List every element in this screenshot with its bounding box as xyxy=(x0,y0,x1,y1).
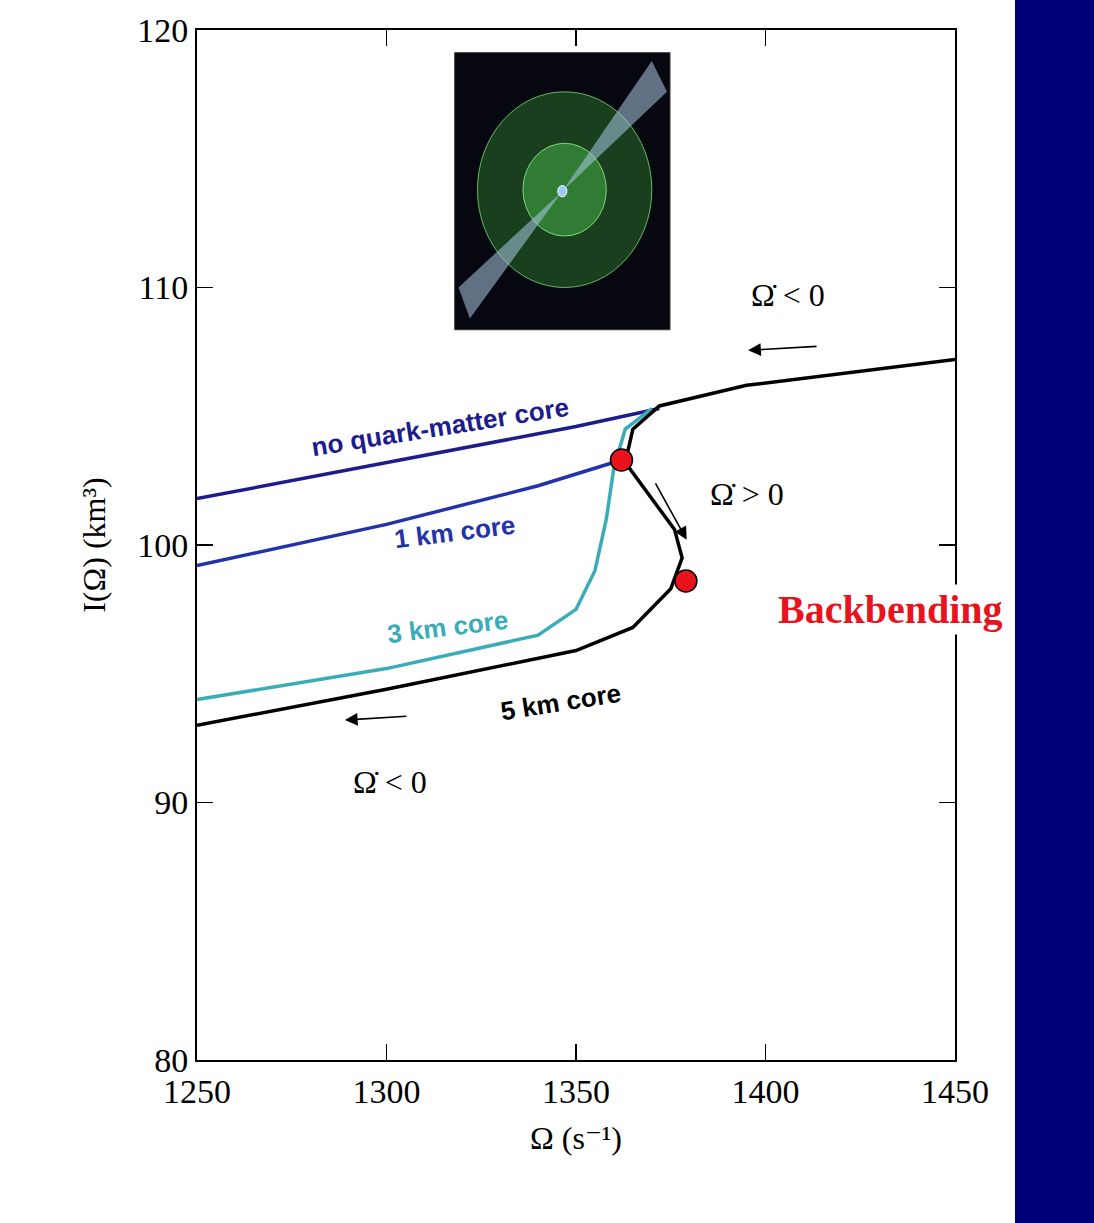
svg-text:1 km core: 1 km core xyxy=(393,510,517,555)
svg-text:1400: 1400 xyxy=(732,1073,800,1110)
svg-text:1300: 1300 xyxy=(353,1073,421,1110)
svg-text:Ω̇ < 0: Ω̇ < 0 xyxy=(353,764,427,800)
svg-text:90: 90 xyxy=(154,784,188,821)
svg-text:Ω̇ > 0: Ω̇ > 0 xyxy=(710,476,784,512)
svg-text:1250: 1250 xyxy=(163,1073,231,1110)
svg-text:110: 110 xyxy=(138,269,188,306)
svg-text:Ω (s⁻¹): Ω (s⁻¹) xyxy=(530,1120,622,1156)
svg-text:Ω̇ < 0: Ω̇ < 0 xyxy=(751,277,825,313)
svg-text:5 km core: 5 km core xyxy=(498,678,623,727)
svg-text:120: 120 xyxy=(137,12,188,49)
svg-text:3 km core: 3 km core xyxy=(386,605,510,650)
svg-text:100: 100 xyxy=(137,527,188,564)
svg-text:I(Ω) (km³): I(Ω) (km³) xyxy=(76,477,112,613)
svg-text:80: 80 xyxy=(154,1042,188,1079)
svg-text:1350: 1350 xyxy=(542,1073,610,1110)
svg-text:no quark-matter core: no quark-matter core xyxy=(309,392,571,462)
svg-text:Backbending: Backbending xyxy=(778,587,1003,632)
svg-text:1450: 1450 xyxy=(921,1073,989,1110)
